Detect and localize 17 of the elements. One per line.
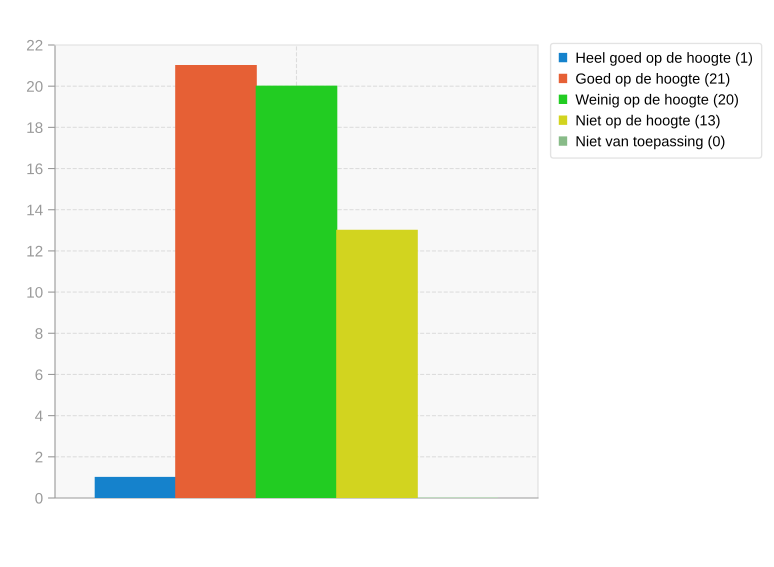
y-tick-label: 20 — [26, 81, 43, 92]
y-tick-label: 0 — [35, 492, 43, 504]
y-tick-label: 8 — [35, 328, 43, 339]
legend-label: Goed op de hoogte (21) — [576, 73, 730, 87]
y-tick-label: 12 — [27, 246, 42, 256]
legend-label: Niet op de hoogte (13) — [576, 114, 720, 128]
legend-label: Weinig op de hoogte (20) — [575, 94, 738, 108]
y-tick-label: 4 — [35, 410, 43, 422]
y-tick-label: 22 — [26, 40, 42, 51]
y-tick-label: 2 — [35, 452, 42, 462]
legend-label: Niet van toepassing (0) — [576, 136, 724, 150]
y-tick-label: 18 — [27, 122, 43, 134]
y-tick-label: 14 — [27, 204, 43, 216]
y-tick-label: 6 — [35, 369, 43, 380]
y-tick-label: 10 — [27, 286, 43, 298]
y-tick-label: 16 — [27, 163, 43, 174]
legend-label: Heel goed op de hoogte (1) — [576, 52, 752, 66]
